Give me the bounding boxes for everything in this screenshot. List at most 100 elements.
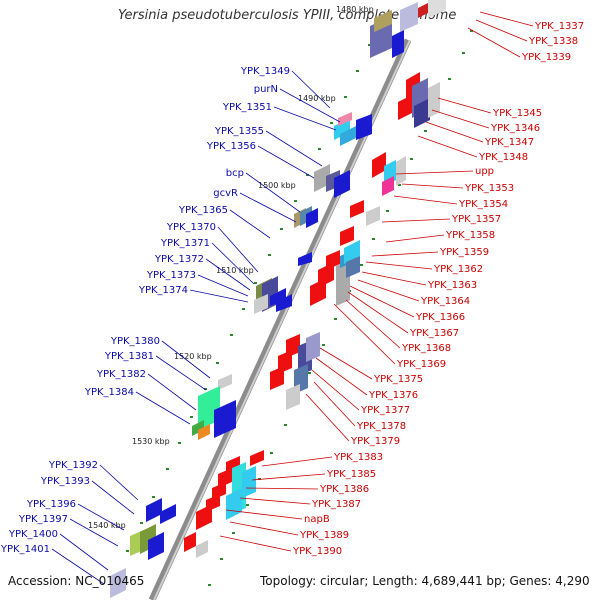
gene-label: YPK_1356 (206, 141, 256, 152)
accession-text: Accession: NC_010465 (8, 574, 145, 588)
right-ticks (208, 30, 473, 586)
gene-label: YPK_1389 (299, 530, 349, 541)
gene-leader-line (385, 234, 445, 243)
gene-leader-line (161, 340, 211, 379)
gene-leader-line (205, 258, 251, 291)
gene-label: YPK_1367 (409, 328, 459, 339)
gene-label: YPK_1385 (326, 469, 376, 480)
gene-label: upp (475, 166, 494, 177)
gene-label: YPK_1377 (360, 405, 410, 416)
gene-leader-line (315, 357, 368, 396)
gene-leader-line (467, 27, 521, 58)
gene-leader-line (365, 261, 433, 270)
gene-label: YPK_1366 (415, 312, 465, 323)
scale-label: 1480 kbp (336, 5, 374, 14)
gene-leader-line (319, 347, 373, 380)
gene-leader-line (239, 497, 311, 505)
gene-leader-line (311, 369, 360, 411)
scale-label: 1510 kbp (216, 266, 254, 275)
gene-label: YPK_1338 (528, 36, 578, 47)
gene-leader-line (217, 226, 259, 273)
gene-label: YPK_1383 (333, 452, 383, 463)
gene-leader-line (99, 464, 139, 501)
gene-leader-line (347, 291, 409, 334)
gene-label: YPK_1347 (484, 137, 534, 148)
right-gene-labels: YPK_1337 YPK_1338 YPK_1339 YPK_1345 YPK_1346… (219, 11, 584, 557)
gene-label: YPK_1359 (439, 247, 489, 258)
gene-leader-line (371, 251, 439, 257)
gene-label: YPK_1397 (18, 514, 68, 525)
gene-label: YPK_1387 (311, 499, 361, 510)
gene-leader-line (69, 518, 119, 547)
gene-label: YPK_1375 (373, 374, 423, 385)
gene-leader-line (395, 170, 474, 175)
gene-leader-line (59, 533, 109, 571)
gene-label: YPK_1369 (396, 359, 446, 370)
gene-label: YPK_1378 (356, 421, 406, 432)
scale-label: 1520 kbp (174, 352, 212, 361)
map-title: Yersinia pseudotuberculosis YPIII, compl… (118, 8, 457, 23)
gene-leader-line (437, 97, 492, 114)
gene-label: YPK_1379 (350, 436, 400, 447)
scale-label: 1490 kbp (298, 94, 336, 103)
gene-label: YPK_1373 (146, 270, 196, 281)
gene-label: YPK_1400 (8, 529, 58, 540)
gene-leader-line (261, 456, 333, 467)
gene-label: YPK_1365 (178, 205, 228, 216)
cluster-top (370, 0, 446, 58)
scale-label: 1530 kbp (132, 437, 170, 446)
gene-leader-line (479, 11, 534, 27)
gene-label: YPK_1355 (214, 126, 264, 137)
gene-label: YPK_1370 (166, 222, 216, 233)
gene-label: YPK_1362 (433, 264, 483, 275)
gene-label: YPK_1386 (319, 484, 369, 495)
gene-label: YPK_1337 (534, 21, 584, 32)
gene-leader-line (401, 183, 464, 189)
gene-label: YPK_1392 (48, 460, 98, 471)
gene-label: YPK_1348 (478, 152, 528, 163)
gene-label: YPK_1358 (445, 230, 495, 241)
gene-leader-line (265, 130, 323, 167)
gene-leader-line (361, 271, 427, 286)
gene-leader-line (475, 19, 528, 42)
gene-leader-line (219, 535, 292, 552)
gene-label: YPK_1380 (110, 336, 160, 347)
gene-leader-line (197, 274, 249, 297)
left-ticks (114, 16, 387, 578)
gene-label: YPK_1357 (451, 214, 501, 225)
gene-label: gcvR (213, 188, 238, 199)
scale-labels: 1480 kbp 1490 kbp 1500 kbp 1510 kbp 1520… (88, 5, 374, 530)
gene-label: YPK_1372 (154, 254, 204, 265)
gene-label: YPK_1339 (521, 52, 571, 63)
gene-label: bcp (226, 168, 244, 179)
gene-label: YPK_1371 (160, 238, 210, 249)
gene-label: YPK_1374 (138, 285, 188, 296)
gene-leader-line (225, 509, 303, 520)
gene-leader-line (155, 355, 207, 391)
gene-label: YPK_1376 (368, 390, 418, 401)
gene-label: napB (304, 514, 330, 525)
gene-leader-line (251, 473, 326, 481)
gene-label: YPK_1396 (26, 499, 76, 510)
gene-leader-line (393, 195, 458, 205)
gene-leader-line (257, 145, 315, 179)
gene-label: YPK_1353 (464, 183, 514, 194)
gene-label: YPK_1346 (490, 123, 540, 134)
gene-leader-line (211, 242, 255, 285)
gene-label: YPK_1368 (401, 343, 451, 354)
gene-label: YPK_1349 (240, 66, 290, 77)
gene-label: YPK_1384 (84, 387, 134, 398)
gene-leader-line (273, 106, 337, 131)
scale-label: 1500 kbp (258, 181, 296, 190)
gene-label: YPK_1381 (104, 351, 154, 362)
gene-leader-line (189, 289, 249, 303)
gene-leader-line (381, 218, 451, 223)
gene-leader-line (77, 503, 125, 531)
gene-label: YPK_1354 (458, 199, 508, 210)
gene-leader-line (229, 209, 271, 239)
scale-label: 1540 kbp (88, 521, 126, 530)
gene-leader-line (431, 109, 490, 129)
forward-genes (110, 112, 372, 598)
